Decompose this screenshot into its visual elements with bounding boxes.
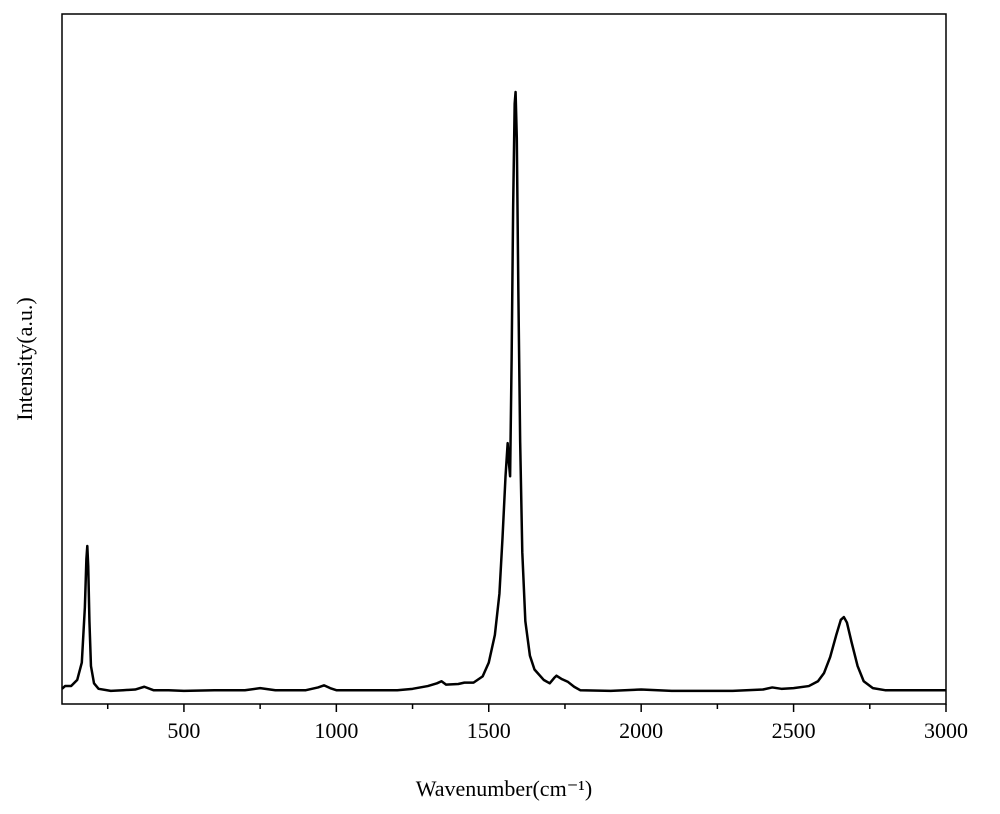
spectrum-line xyxy=(61,90,946,693)
x-tick-label: 1500 xyxy=(467,718,511,743)
x-tick-label: 1000 xyxy=(314,718,358,743)
x-axis-label: Wavenumber(cm⁻¹) xyxy=(416,776,592,801)
plot-frame xyxy=(61,13,947,705)
y-axis-label: Intensity(a.u.) xyxy=(12,297,37,420)
x-tick-label: 3000 xyxy=(924,718,968,743)
x-tick-label: 500 xyxy=(167,718,200,743)
x-tick-label: 2500 xyxy=(772,718,816,743)
x-tick-label: 2000 xyxy=(619,718,663,743)
